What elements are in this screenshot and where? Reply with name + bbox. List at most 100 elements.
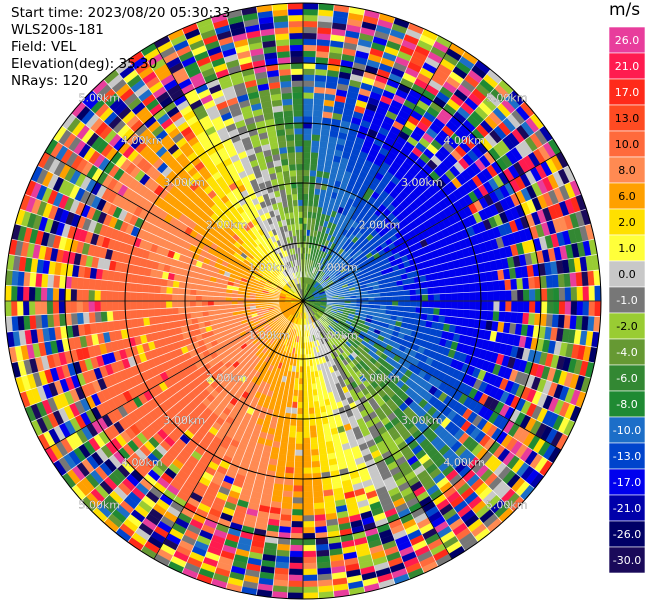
colorbar-tick-label: 8.0 — [618, 164, 636, 177]
ppi-ray — [302, 35, 453, 302]
ppi-ray — [196, 300, 304, 585]
azimuth-spoke — [302, 300, 562, 451]
colorbar-swatch — [608, 104, 646, 132]
colorbar-swatch — [608, 442, 646, 470]
colorbar-swatch — [608, 468, 646, 496]
range-ring-label: 5.00km — [486, 91, 528, 104]
range-ring-label: 4.00km — [443, 456, 485, 469]
ppi-ray — [140, 300, 304, 560]
colorbar-swatch — [608, 416, 646, 444]
colorbar-swatch — [608, 312, 646, 340]
ppi-ray — [5, 269, 304, 302]
colorbar-swatch — [608, 78, 646, 106]
ppi-ray — [302, 300, 535, 501]
nrays-label: NRays: 120 — [11, 73, 89, 89]
range-ring-label: 5.00km — [79, 499, 121, 512]
range-ring-label: 1.00km — [316, 261, 358, 274]
ppi-ray — [256, 300, 304, 598]
ppi-ray — [256, 4, 304, 302]
colorbar-tick-label: -17.0 — [613, 476, 641, 489]
ppi-ray — [302, 208, 591, 302]
colorbar-swatch — [608, 338, 646, 366]
azimuth-spoke — [44, 151, 304, 302]
azimuth-spoke — [302, 42, 453, 302]
ppi-ray — [15, 208, 304, 302]
field-label: Field: VEL — [11, 39, 77, 55]
range-ring-label: 1.00km — [248, 261, 290, 274]
range-ring-label: 3.00km — [401, 414, 443, 427]
colorbar-tick-label: -8.0 — [616, 398, 637, 411]
ppi-ray — [210, 300, 304, 589]
ppi-ray — [287, 300, 304, 600]
ppi-ray — [302, 300, 491, 543]
colorbar-swatch — [608, 156, 646, 184]
ppi-ray — [8, 300, 304, 364]
ppi-ray — [115, 300, 304, 543]
colorbar-tick-label: -6.0 — [616, 372, 637, 385]
ppi-ray — [302, 300, 335, 599]
colorbar-tick-label: 10.0 — [615, 138, 640, 151]
ppi-ray — [71, 101, 304, 302]
ppi-ray — [302, 28, 439, 302]
ppi-ray — [302, 101, 535, 302]
range-ring-label: 2.00km — [206, 371, 248, 384]
ppi-ray — [302, 300, 587, 408]
azimuth-spoke — [153, 300, 304, 560]
colorbar-tick-label: -21.0 — [613, 502, 641, 515]
colorbar-unit: m/s — [609, 0, 641, 20]
start-time-label: Start time: 2023/08/20 05:30:33 — [11, 5, 231, 21]
ppi-ray — [302, 17, 410, 302]
ppi-ray — [153, 35, 304, 302]
ppi-ray — [302, 300, 554, 477]
ppi-ray — [302, 179, 582, 302]
colorbar-tick-label: 13.0 — [615, 112, 640, 125]
ppi-ray — [127, 300, 304, 552]
colorbar-tick-label: 26.0 — [615, 34, 640, 47]
ppi-ray — [302, 4, 350, 302]
ppi-ray — [81, 300, 304, 512]
ppi-ray — [302, 300, 591, 394]
ppi-ray — [37, 151, 304, 302]
colorbar-tick-label: -13.0 — [613, 450, 641, 463]
ppi-ray — [302, 22, 425, 302]
range-ring-label: 3.00km — [163, 176, 205, 189]
colorbar-swatch — [608, 52, 646, 80]
scan-info: Start time: 2023/08/20 05:30:33 WLS200s-… — [11, 5, 230, 90]
colorbar-tick-label: -30.0 — [613, 554, 641, 567]
ppi-ray — [210, 13, 304, 302]
ppi-ray — [302, 300, 562, 464]
colorbar-tick-label: 2.0 — [618, 216, 636, 229]
colorbar-swatch — [608, 260, 646, 288]
range-ring-label: 1.00km — [316, 329, 358, 342]
ppi-ray — [302, 300, 396, 589]
colorbar-swatch — [608, 286, 646, 314]
range-ring-label: 4.00km — [121, 134, 163, 147]
ppi-ray — [271, 300, 304, 599]
ppi-ray — [302, 42, 466, 302]
azimuth-spoke — [302, 300, 453, 560]
colorbar-swatch — [608, 520, 646, 548]
colorbar-tick-label: 17.0 — [615, 86, 640, 99]
ppi-ray — [302, 151, 569, 302]
range-ring-label: 4.00km — [121, 456, 163, 469]
colorbar-tick-label: 1.0 — [618, 242, 636, 255]
ppi-ray — [103, 300, 304, 533]
ppi-ray — [302, 300, 425, 580]
ppi-ray — [4, 300, 304, 317]
ppi-ray — [6, 254, 304, 302]
azimuth-spoke — [302, 151, 562, 302]
colorbar-swatch — [608, 130, 646, 158]
colorbar-swatch — [608, 546, 646, 574]
range-ring-label: 5.00km — [79, 91, 121, 104]
azimuth-spoke — [153, 42, 304, 302]
ppi-ray — [302, 300, 503, 533]
range-ring-label: 2.00km — [359, 219, 401, 232]
range-ring-label: 2.00km — [359, 371, 401, 384]
ppi-ray — [24, 300, 304, 423]
range-ring-label: 3.00km — [401, 176, 443, 189]
instrument-label: WLS200s-181 — [11, 22, 104, 38]
ppi-ray — [24, 179, 304, 302]
velocity-colorbar: 26.0 21.0 17.0 13.0 10.0 8.0 6.0 2.0 1.0 0.0 -1.0 -… — [608, 27, 646, 574]
colorbar-tick-label: 21.0 — [615, 60, 640, 73]
ppi-ray — [302, 269, 601, 302]
